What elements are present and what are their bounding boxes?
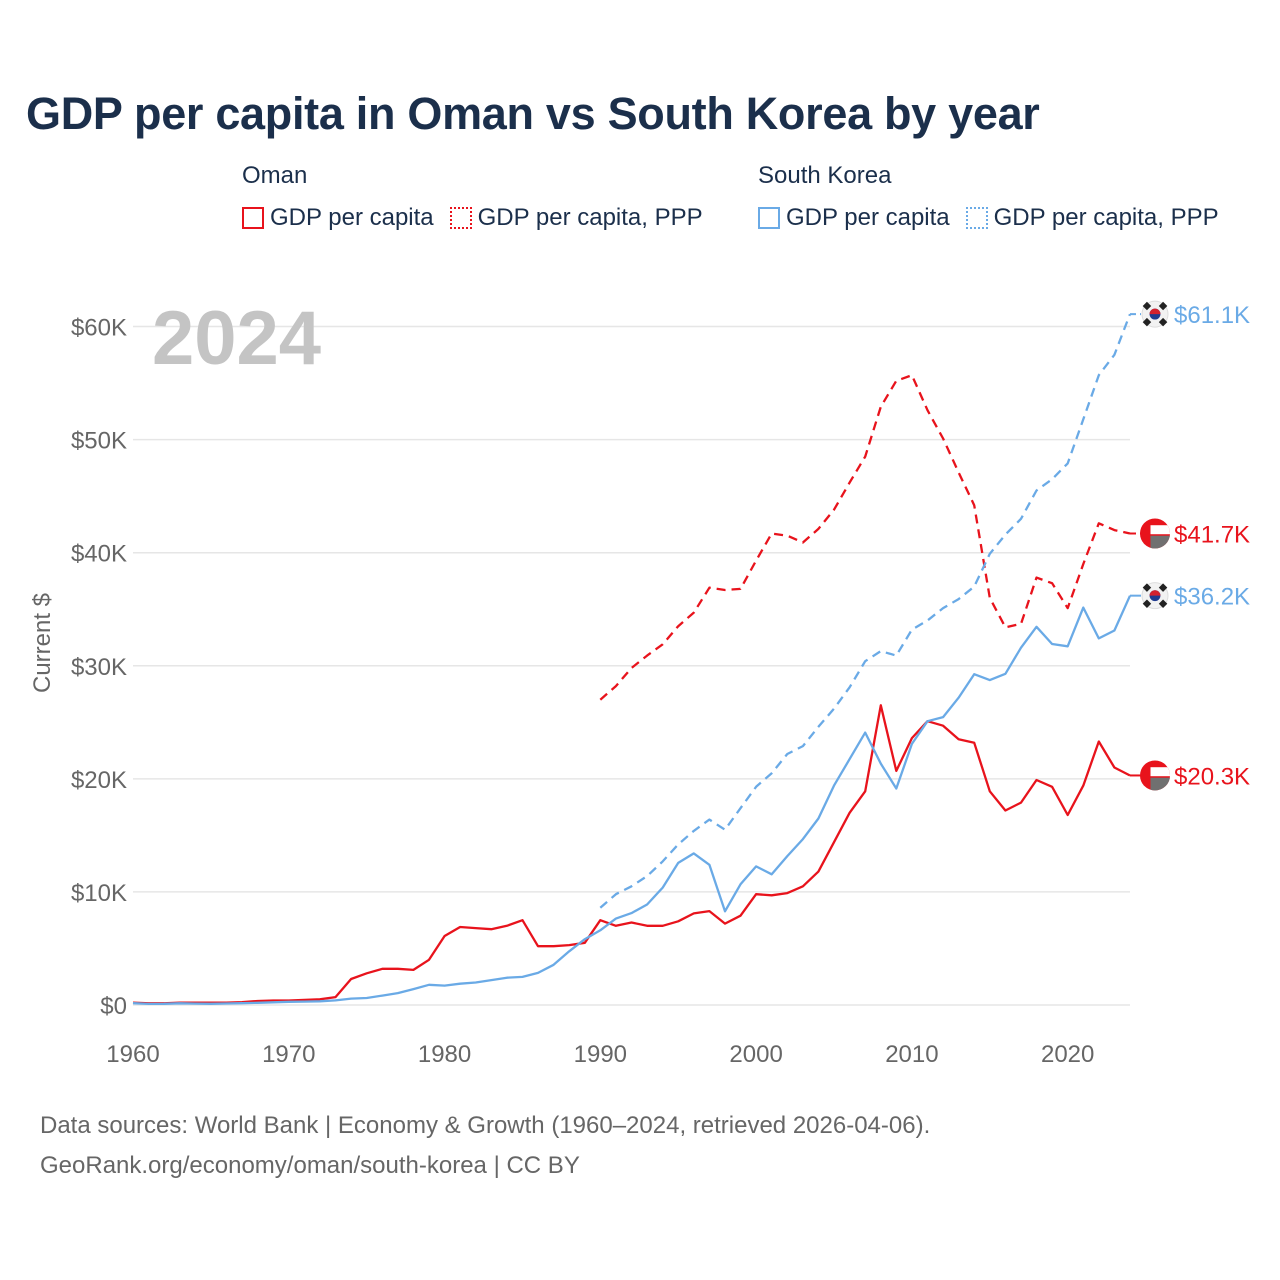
legend-label: GDP per capita	[270, 204, 434, 231]
series-line	[132, 595, 1132, 1006]
x-tick-label: 1990	[574, 1041, 627, 1068]
y-axis-label: Current $	[29, 593, 56, 693]
x-tick-label: 2000	[729, 1041, 782, 1068]
legend-swatch-dotted-icon	[449, 207, 472, 229]
legend-label: GDP per capita	[786, 204, 950, 231]
year-watermark: 2024	[152, 296, 321, 381]
flag-body	[1140, 760, 1170, 791]
x-tick-label: 2010	[885, 1041, 938, 1068]
end-value-label: $61.1K	[1174, 302, 1250, 329]
flag-dark-band	[1150, 535, 1170, 549]
end-value-label: $41.7K	[1174, 521, 1250, 548]
legend-item-korea-gdp[interactable]: GDP per capita	[758, 204, 950, 232]
flag-trigram	[1158, 599, 1168, 608]
series-line	[599, 374, 1131, 701]
legend-label: GDP per capita, PPP	[477, 204, 703, 231]
end-value-label: $36.2K	[1174, 584, 1250, 611]
y-tick-label: $50K	[71, 428, 127, 455]
footer-link[interactable]: GeoRank.org/economy/oman/south-korea | C…	[40, 1152, 580, 1179]
x-tick-label: 1970	[262, 1041, 315, 1068]
series-line	[132, 704, 1131, 1005]
legend-group-oman: Oman GDP per capita GDP per capita, PPP	[242, 162, 703, 232]
legend-country-south-korea: South Korea	[758, 162, 892, 189]
legend-group-south-korea: South Korea GDP per capita GDP per capit…	[758, 162, 1219, 232]
y-tick-label: $10K	[71, 880, 127, 907]
legend-swatch-solid-icon	[242, 207, 264, 229]
y-tick-label: $30K	[71, 654, 127, 681]
flag-taeguk-red	[1149, 590, 1161, 596]
flag-trigram	[1142, 317, 1152, 327]
legend-swatch-solid-icon	[758, 207, 780, 229]
flag-trigram	[1142, 583, 1152, 592]
legend-swatch-dotted-icon	[965, 207, 988, 229]
end-value-label: $20.3K	[1174, 763, 1250, 790]
oman-flag-icon	[1140, 760, 1170, 791]
y-tick-label: $20K	[71, 767, 127, 794]
flag-trigram	[1142, 599, 1152, 608]
flag-trigram	[1158, 583, 1168, 592]
x-tick-label: 2020	[1041, 1041, 1094, 1068]
y-tick-label: $0	[100, 993, 127, 1020]
legend-label: GDP per capita, PPP	[993, 204, 1219, 231]
legend-item-oman-gdp-ppp[interactable]: GDP per capita, PPP	[449, 204, 703, 232]
y-tick-label: $40K	[71, 541, 127, 568]
footer: Data sources: World Bank | Economy & Gro…	[40, 1106, 930, 1186]
flag-white-band	[1150, 525, 1170, 535]
flag-dark-band	[1150, 777, 1170, 791]
series-line	[599, 313, 1132, 909]
flag-white-band	[1150, 767, 1170, 777]
flag-trigram	[1158, 301, 1168, 311]
oman-flag-icon	[1140, 518, 1170, 549]
legend-item-oman-gdp[interactable]: GDP per capita	[242, 204, 434, 232]
y-tick-label: $60K	[71, 315, 127, 342]
x-tick-label: 1980	[418, 1041, 471, 1068]
south-korea-flag-icon	[1141, 300, 1169, 328]
legend-item-korea-gdp-ppp[interactable]: GDP per capita, PPP	[965, 204, 1219, 232]
flag-body	[1140, 518, 1170, 549]
legend-country-oman: Oman	[242, 162, 308, 189]
flag-taeguk-red	[1149, 308, 1161, 315]
flag-trigram	[1142, 301, 1152, 311]
south-korea-flag-icon	[1141, 582, 1169, 610]
x-tick-label: 1960	[106, 1041, 159, 1068]
chart-title: GDP per capita in Oman vs South Korea by…	[26, 88, 1040, 139]
footer-sources: Data sources: World Bank | Economy & Gro…	[40, 1112, 931, 1139]
flag-trigram	[1158, 317, 1168, 327]
